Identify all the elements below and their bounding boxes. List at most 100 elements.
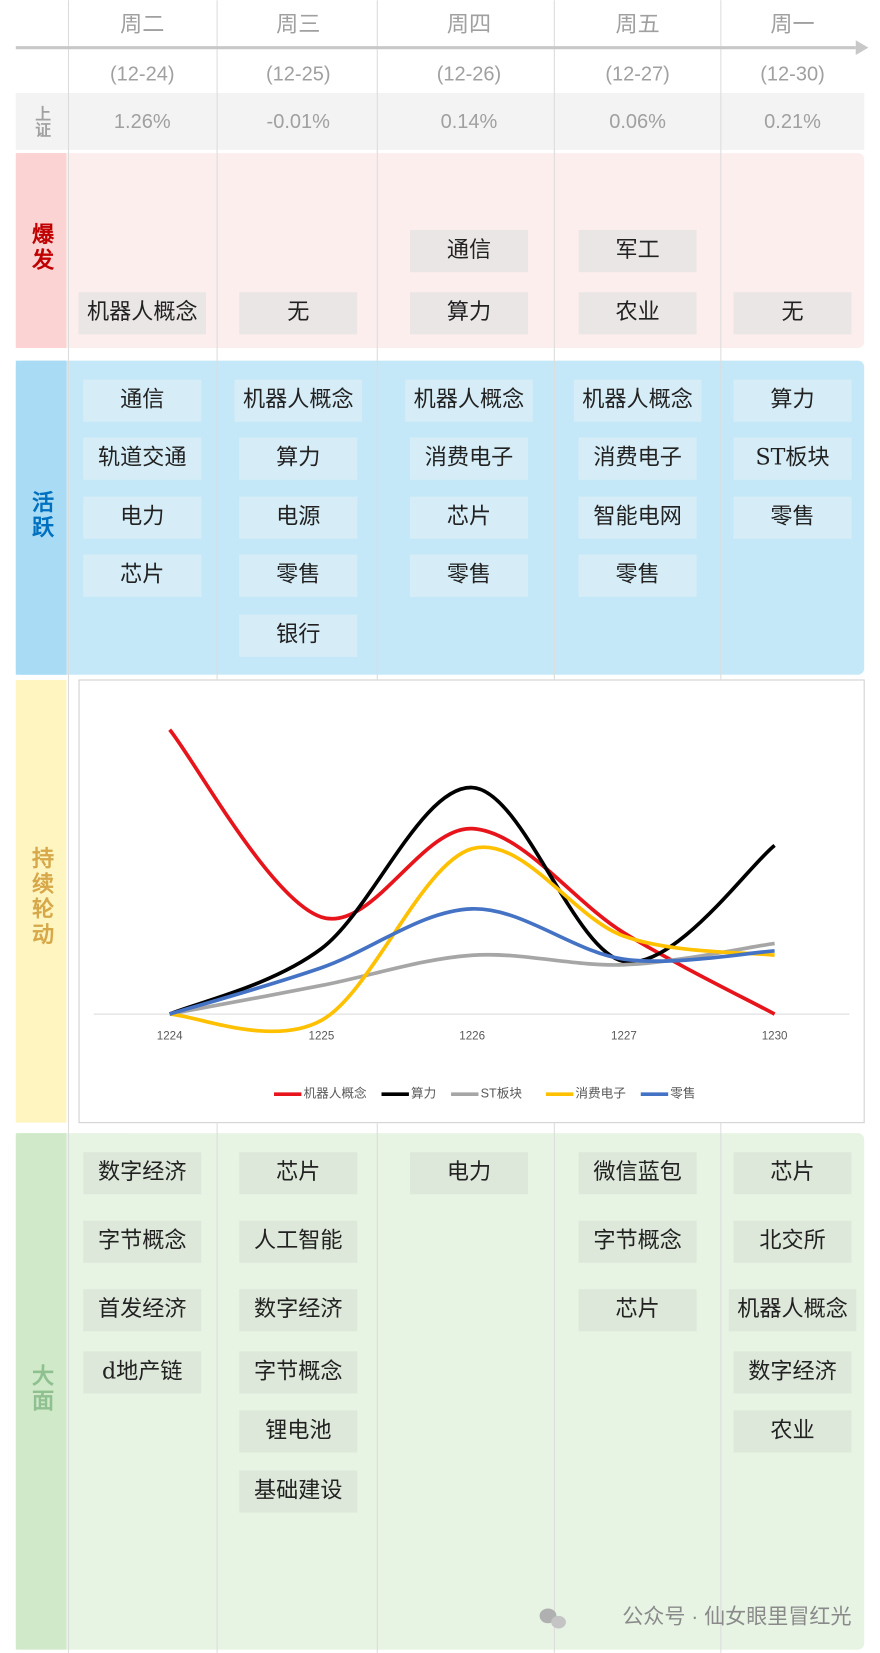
line-series — [169, 845, 775, 1034]
weekday: 周三 — [276, 12, 320, 38]
tag: 电源 — [276, 504, 320, 530]
tag-bg — [239, 1152, 358, 1195]
tag: 机器人概念 — [737, 1296, 848, 1322]
tag-bg — [239, 554, 358, 597]
tag: 农业 — [770, 1417, 814, 1443]
tag: 消费电子 — [593, 445, 682, 471]
tag: 机器人概念 — [582, 387, 693, 413]
tag: 零售 — [276, 562, 320, 588]
tag-bg — [239, 1351, 358, 1394]
tag: 数字经济 — [98, 1159, 187, 1185]
tag-bg — [728, 1289, 857, 1332]
tag: 芯片 — [447, 504, 491, 530]
date: (12-27) — [605, 63, 670, 85]
tag: 基础建设 — [254, 1478, 343, 1504]
tag-bg — [239, 1410, 358, 1453]
tag-bg — [234, 379, 363, 422]
tag: 芯片 — [276, 1159, 320, 1185]
section-label: 活跃 — [28, 490, 54, 541]
tag-bg — [239, 437, 358, 480]
tag: ST板块 — [755, 445, 829, 471]
tag-bg — [573, 379, 702, 422]
legend-label: 消费电子 — [575, 1087, 626, 1101]
tag-bg — [733, 292, 852, 335]
tag-bg — [239, 614, 358, 657]
date: (12-24) — [110, 63, 175, 85]
tag: 军工 — [615, 237, 659, 263]
tag-bg — [409, 554, 528, 597]
arrow-head — [855, 40, 869, 56]
section-label-bg — [15, 153, 67, 349]
index-label: 上证 — [33, 106, 52, 138]
line-series — [168, 785, 776, 1016]
tag-bg — [83, 437, 202, 480]
tag: 算力 — [447, 299, 491, 325]
tag-bg — [578, 1289, 697, 1332]
tag: 字节概念 — [254, 1358, 343, 1384]
tag: 芯片 — [770, 1159, 814, 1185]
tag: 首发经济 — [98, 1296, 187, 1322]
tag-bg — [409, 292, 528, 335]
tag: 零售 — [447, 562, 491, 588]
line-series — [169, 907, 775, 1016]
date: (12-30) — [760, 63, 825, 85]
section-label: 爆发 — [28, 223, 55, 274]
watermark: 公众号 · 仙女眼里冒红光 — [622, 1605, 851, 1629]
tag: 电力 — [447, 1159, 491, 1185]
tag-bg — [578, 437, 697, 480]
column-lines — [67, 0, 722, 1653]
tag: 字节概念 — [593, 1228, 682, 1254]
tag: 芯片 — [120, 562, 164, 588]
tag-bg — [78, 292, 207, 335]
x-tick-label: 1225 — [309, 1030, 335, 1042]
tag: 人工智能 — [254, 1228, 343, 1254]
tag-bg — [578, 292, 697, 335]
legend-label: 机器人概念 — [304, 1086, 367, 1101]
index-value: -0.01% — [267, 111, 331, 133]
line-series — [168, 728, 776, 1016]
tag: 字节概念 — [98, 1228, 187, 1254]
tag-bg — [83, 496, 202, 539]
index-value: 0.21% — [764, 111, 821, 133]
tag-bg — [409, 437, 528, 480]
weekday: 周四 — [447, 12, 491, 38]
chart-frame — [78, 679, 865, 1124]
tag: 轨道交通 — [98, 445, 187, 471]
x-tick-label: 1224 — [157, 1030, 183, 1042]
weekday: 周一 — [770, 12, 814, 38]
x-tick-label: 1226 — [459, 1030, 485, 1042]
tag-bg — [578, 229, 697, 273]
tag: 消费电子 — [425, 445, 514, 471]
section-label-bg — [15, 360, 67, 675]
tag: 北交所 — [759, 1228, 825, 1254]
tag: 算力 — [276, 445, 320, 471]
tag-bg — [733, 1351, 852, 1394]
index-value: 0.06% — [609, 111, 666, 133]
date: (12-25) — [266, 63, 331, 85]
tag-bg — [239, 1220, 358, 1263]
date: (12-26) — [437, 63, 502, 85]
tag: 锂电池 — [265, 1417, 331, 1443]
tag: 银行 — [276, 622, 320, 648]
section-label: 大面 — [28, 1364, 54, 1415]
tag: 通信 — [447, 237, 491, 263]
tag: 机器人概念 — [87, 299, 198, 325]
x-tick-label: 1230 — [762, 1030, 788, 1042]
legend-label: ST板块 — [481, 1087, 523, 1101]
legend-label: 零售 — [670, 1086, 695, 1101]
icon-part — [551, 1615, 566, 1629]
tag-bg — [578, 554, 697, 597]
tag-bg — [733, 437, 852, 480]
section-label: 持续轮动 — [28, 847, 54, 948]
tag-bg — [83, 1289, 202, 1332]
tag-bg — [239, 1470, 358, 1513]
tag-bg — [239, 292, 358, 335]
tag-bg — [733, 1410, 852, 1453]
tag: 电力 — [120, 504, 164, 530]
tag: 农业 — [615, 299, 659, 325]
tag-bg — [405, 379, 533, 422]
tag: 微信蓝包 — [593, 1159, 682, 1185]
tag: 数字经济 — [748, 1358, 837, 1384]
tag-bg — [83, 1351, 202, 1394]
